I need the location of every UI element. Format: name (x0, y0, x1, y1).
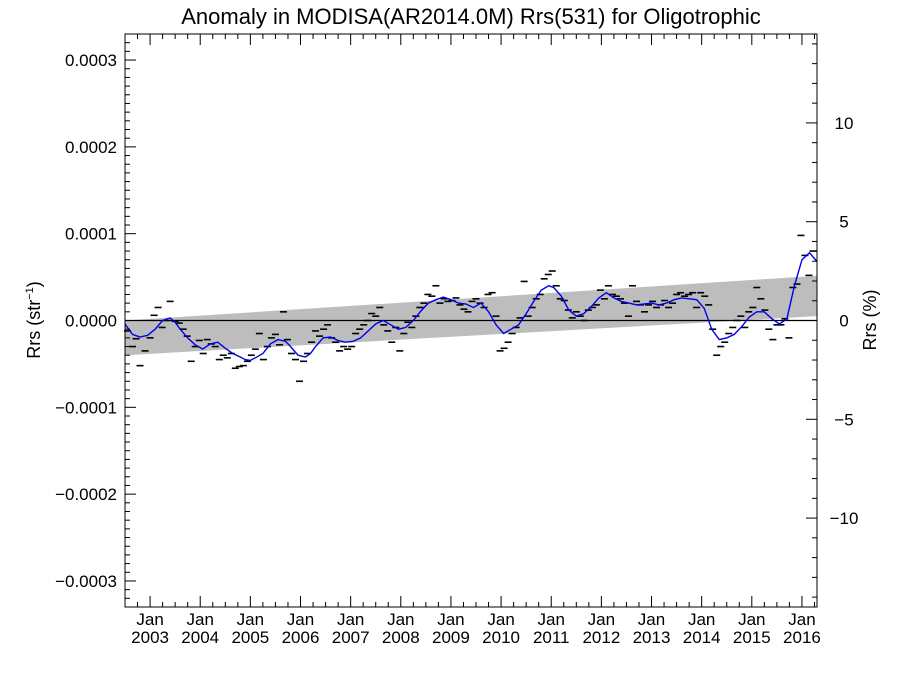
x-tick-month-label: Jan (337, 610, 364, 629)
x-tick-month-label: Jan (688, 610, 715, 629)
chart-title: Anomaly in MODISA(AR2014.0M) Rrs(531) fo… (181, 4, 761, 29)
x-tick-month-label: Jan (638, 610, 665, 629)
x-tick-year-label: 2004 (181, 628, 219, 647)
x-tick-month-label: Jan (287, 610, 314, 629)
x-tick-year-label: 2012 (582, 628, 620, 647)
x-tick-year-label: 2005 (231, 628, 269, 647)
left-tick-label: 0.0000 (65, 312, 117, 331)
y-axis-label-left-superscript: −1 (24, 287, 36, 300)
trend-band (125, 275, 817, 356)
x-tick-year-label: 2014 (683, 628, 721, 647)
left-tick-label: −0.0003 (55, 572, 117, 591)
x-tick-month-label: Jan (387, 610, 414, 629)
left-tick-label: 0.0003 (65, 51, 117, 70)
x-tick-year-label: 2013 (633, 628, 671, 647)
x-tick-month-label: Jan (487, 610, 514, 629)
x-tick-year-label: 2007 (332, 628, 370, 647)
right-tick-label: 10 (835, 114, 854, 133)
smoothed-line-layer (124, 251, 818, 362)
x-tick-year-label: 2015 (733, 628, 771, 647)
y-axis-label-right: Rrs (%) (860, 290, 880, 351)
x-tick-month-label: Jan (187, 610, 214, 629)
x-tick-month-label: Jan (788, 610, 815, 629)
y-axis-label-left-base: Rrs (str (24, 300, 44, 359)
left-tick-label: 0.0002 (65, 138, 117, 157)
right-tick-label: 0 (839, 312, 848, 331)
x-tick-month-label: Jan (237, 610, 264, 629)
x-tick-year-label: 2011 (533, 628, 570, 647)
x-tick-month-label: Jan (136, 610, 163, 629)
x-tick-month-label: Jan (437, 610, 464, 629)
x-tick-year-label: 2003 (131, 628, 169, 647)
left-axis: 0.0003 0.0002 0.0001 0.0000 −0.0001 −0.0002 −0… (55, 42, 136, 608)
smoothed-series-line (124, 251, 818, 362)
left-tick-label: −0.0002 (55, 485, 117, 504)
x-tick-year-label: 2010 (482, 628, 520, 647)
x-tick-month-label: Jan (538, 610, 565, 629)
x-tick-month-label: Jan (738, 610, 765, 629)
right-tick-label: −5 (834, 410, 853, 429)
y-axis-label-left: Rrs (str−1) (24, 281, 44, 359)
x-tick-month-label: Jan (588, 610, 615, 629)
left-tick-label: 0.0001 (65, 225, 117, 244)
right-tick-label: 5 (839, 213, 848, 232)
x-tick-year-label: 2009 (432, 628, 470, 647)
x-tick-year-label: 2008 (382, 628, 420, 647)
x-tick-year-label: 2006 (282, 628, 320, 647)
x-axis: Jan2003Jan2004Jan2005Jan2006Jan2007Jan20… (124, 34, 821, 647)
x-tick-year-label: 2016 (783, 628, 821, 647)
right-tick-label: −10 (830, 509, 859, 528)
right-axis: 10 5 0 −5 −10 (806, 43, 859, 598)
left-tick-label: −0.0001 (55, 398, 117, 417)
y-axis-label-left-close: ) (24, 281, 44, 287)
trend-band-layer (125, 275, 817, 356)
